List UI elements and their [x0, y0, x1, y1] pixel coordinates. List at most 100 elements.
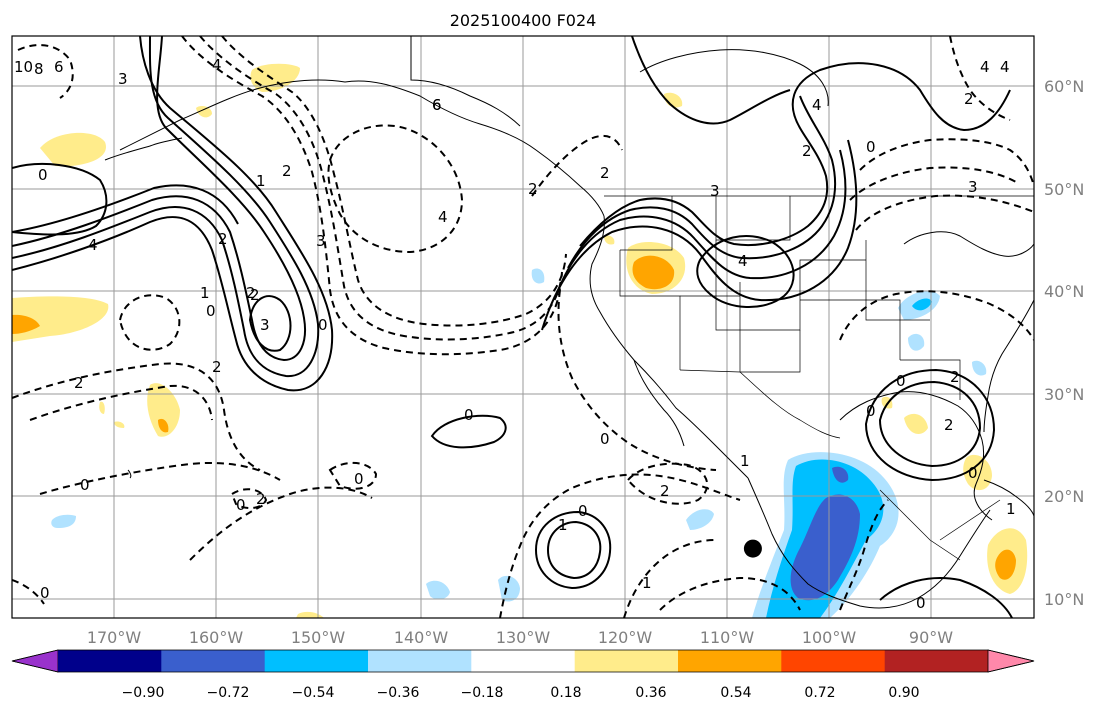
- latitude-labels: 60°N 50°N 40°N 30°N 20°N 10°N: [1044, 77, 1084, 609]
- contour-label: 3: [710, 182, 720, 200]
- contour-label: 2: [802, 142, 812, 160]
- shade-lightblue: [531, 268, 545, 284]
- shade-yellow: [296, 611, 324, 618]
- east-coast: [983, 299, 1034, 433]
- contour-label: 2: [600, 164, 610, 182]
- contour-label: 2: [212, 358, 222, 376]
- shade-yellow: [12, 296, 109, 342]
- shade-yellow: [114, 421, 125, 428]
- location-marker: [743, 539, 762, 558]
- contour-labels: 10 8 6 4 3 6 0 2 4 1 2 0 3 2 0 1 3 2 6 4…: [14, 56, 1016, 612]
- shade-lightblue: [498, 575, 520, 602]
- cuba-coast: [983, 479, 1034, 517]
- shade-yellow: [250, 63, 300, 92]
- contour-label: 2: [944, 416, 954, 434]
- shade-lightblue: [426, 580, 450, 600]
- contour-label: 0: [916, 594, 926, 612]
- baja-coast: [633, 359, 685, 447]
- contour-label: 4: [738, 252, 748, 270]
- lon-tick-label: 120°W: [598, 628, 653, 647]
- contour-label: 4: [88, 236, 98, 254]
- canada-coast: [410, 36, 521, 127]
- colorbar-segment: [58, 650, 162, 672]
- contour-label: 2: [660, 482, 670, 500]
- contour-label: 2: [282, 162, 292, 180]
- shade-orange: [12, 314, 40, 334]
- lon-tick-label: 170°W: [87, 628, 142, 647]
- colorbar-extend-high: [987, 649, 1035, 673]
- shade-lightblue: [686, 509, 714, 530]
- colorbar-tick-label: 0.18: [550, 685, 581, 701]
- mexico-coast: [747, 477, 991, 609]
- lon-tick-label: 100°W: [802, 628, 857, 647]
- lat-tick-label: 20°N: [1044, 487, 1084, 506]
- contour-label: 2: [218, 230, 228, 248]
- contour-label: 4: [980, 58, 990, 76]
- contour-label: 0: [236, 496, 246, 514]
- contour-label: 1: [256, 172, 266, 190]
- colorbar-segment: [678, 650, 782, 672]
- shade-darkblue: [790, 494, 860, 601]
- lat-tick-label: 50°N: [1044, 180, 1084, 199]
- anomaly-shading: [12, 63, 1028, 618]
- contour-label: 0: [464, 406, 474, 424]
- contour-label: 3: [316, 232, 326, 250]
- colorbar-tick-label: −0.36: [377, 685, 420, 701]
- figure-title: 2025100400 F024: [450, 11, 597, 30]
- gulf-coast: [839, 391, 993, 521]
- contour-label: 0: [80, 476, 90, 494]
- contour-label: 0: [206, 302, 216, 320]
- colorbar-tick-label: 0.90: [888, 685, 919, 701]
- colorbar-outline: [11, 649, 1035, 673]
- colorbar-tick-label: 0.54: [720, 685, 751, 701]
- colorbar-tick-label: 0.72: [804, 685, 835, 701]
- contour-label: 4: [1000, 58, 1010, 76]
- contour-label: 6: [432, 96, 442, 114]
- map-frame: [11, 35, 1035, 619]
- contour-label: 2: [250, 286, 260, 304]
- shade-lightblue: [51, 514, 76, 528]
- positive-contours: [12, 36, 1013, 618]
- contour-label: 4: [812, 96, 822, 114]
- colorbar-tick-label: 0.36: [635, 685, 666, 701]
- lat-tick-label: 60°N: [1044, 77, 1084, 96]
- aleutian-coast: [104, 137, 183, 161]
- shade-deepblue: [912, 298, 932, 311]
- colorbar-segment: [161, 650, 266, 672]
- contour-label: 0: [968, 464, 978, 482]
- colorbar-segment: [574, 650, 679, 672]
- longitude-labels: 170°W 160°W 150°W 140°W 130°W 120°W 110°…: [87, 628, 953, 647]
- colorbar-segment: [781, 650, 886, 672]
- contour-label: 0: [318, 316, 328, 334]
- great-lakes: [903, 231, 1034, 257]
- lon-tick-label: 150°W: [291, 628, 346, 647]
- contour-label: 0: [354, 470, 364, 488]
- contour-label: 0: [38, 166, 48, 184]
- shade-lightblue: [972, 360, 987, 376]
- lat-tick-label: 10°N: [1044, 590, 1084, 609]
- lon-tick-label: 160°W: [189, 628, 244, 647]
- shade-darkblue: [832, 466, 849, 483]
- shade-yellow: [963, 454, 992, 491]
- contour-label: 1: [200, 284, 210, 302]
- contour-label: 2: [74, 374, 84, 392]
- lat-tick-label: 30°N: [1044, 385, 1084, 404]
- contour-label: 3: [260, 316, 270, 334]
- contour-label: 2: [528, 180, 538, 198]
- lon-tick-label: 90°W: [909, 628, 953, 647]
- contour-label: 3: [118, 70, 128, 88]
- contour-label: 0: [578, 502, 588, 520]
- colorbar-tick-label: −0.18: [461, 685, 504, 701]
- map-gridlines: [12, 36, 1034, 618]
- lon-tick-label: 140°W: [394, 628, 449, 647]
- political-borders: [604, 195, 1034, 561]
- colorbar-extend-low: [11, 649, 59, 673]
- shade-yellow: [99, 401, 105, 414]
- alaska-coast: [119, 79, 605, 217]
- contour-label: 1: [1006, 500, 1016, 518]
- contour-label: 1: [642, 574, 652, 592]
- colorbar-tick-labels: −0.90 −0.72 −0.54 −0.36 −0.18 0.18 0.36 …: [122, 685, 920, 701]
- contour-label: 1: [558, 516, 568, 534]
- contour-label: 0: [866, 138, 876, 156]
